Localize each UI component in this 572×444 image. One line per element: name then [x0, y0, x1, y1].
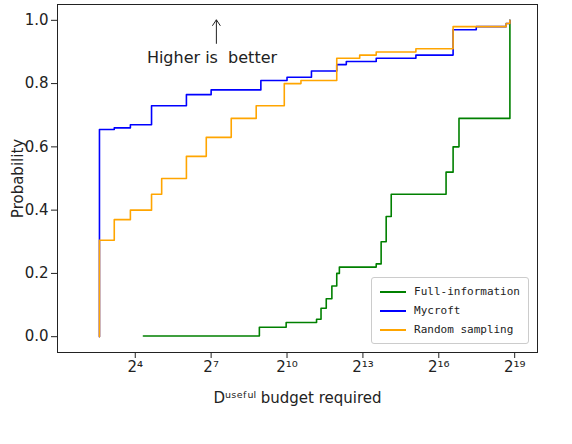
svg-text:0.8: 0.8	[25, 74, 49, 92]
svg-text:2¹⁶: 2¹⁶	[428, 358, 450, 376]
svg-text:2¹⁰: 2¹⁰	[276, 358, 298, 376]
svg-text:0.0: 0.0	[25, 327, 49, 345]
svg-text:0.6: 0.6	[25, 138, 49, 156]
html-text:Random sampling: Random sampling	[414, 323, 514, 336]
svg-text:2⁷: 2⁷	[203, 358, 219, 376]
svg-text:2¹³: 2¹³	[352, 358, 374, 376]
svg-text:0.2: 0.2	[25, 264, 49, 282]
svg-text:1.0: 1.0	[25, 11, 49, 29]
svg-text:2⁴: 2⁴	[127, 358, 143, 376]
svg-text:Higher is better: Higher is better	[147, 48, 278, 67]
html-text:Full-information: Full-information	[414, 285, 520, 298]
svg-text:Probability: Probability	[9, 139, 27, 218]
svg-text:2¹⁹: 2¹⁹	[504, 358, 526, 376]
svg-text:0.4: 0.4	[25, 201, 49, 219]
svg-text:Dᵘˢᵉᶠᵘˡ budget required: Dᵘˢᵉᶠᵘˡ budget required	[213, 389, 381, 407]
html-text:Mycroft: Mycroft	[414, 304, 461, 317]
